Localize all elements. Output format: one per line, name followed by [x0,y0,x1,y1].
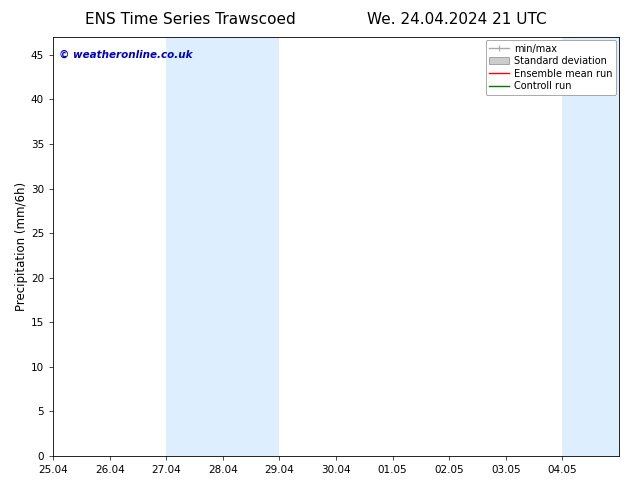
Text: We. 24.04.2024 21 UTC: We. 24.04.2024 21 UTC [366,12,547,27]
Legend: min/max, Standard deviation, Ensemble mean run, Controll run: min/max, Standard deviation, Ensemble me… [486,40,616,95]
Bar [562,37,619,456]
Text: ENS Time Series Trawscoed: ENS Time Series Trawscoed [85,12,295,27]
Text: © weatheronline.co.uk: © weatheronline.co.uk [59,49,192,60]
Y-axis label: Precipitation (mm/6h): Precipitation (mm/6h) [15,182,28,311]
Bar [166,37,280,456]
